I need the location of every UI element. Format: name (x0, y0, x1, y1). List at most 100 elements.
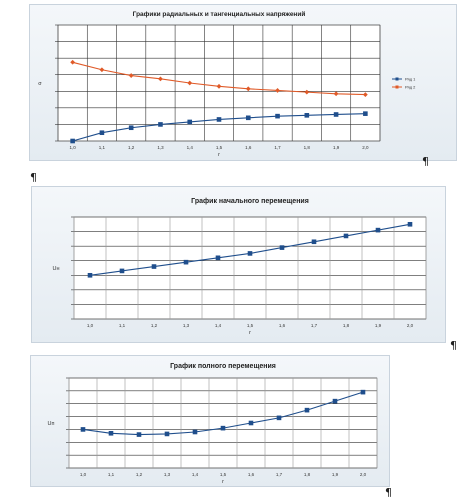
x-tick-label: 1,0 (87, 323, 94, 328)
legend-label: Ряд 1 (405, 77, 416, 82)
data-point (343, 233, 349, 239)
x-tick-label: 1,7 (274, 145, 281, 150)
x-tick-label: 1,8 (304, 472, 311, 477)
initial-displacement-chart: График начального перемещения 1,0 1,1 1,2 1,… (31, 186, 446, 343)
data-point (87, 272, 93, 278)
x-tick-label: 2,0 (407, 323, 414, 328)
x-tick-label: 2,0 (362, 145, 369, 150)
data-point (216, 83, 222, 89)
x-tick-label: 1,0 (70, 145, 77, 150)
x-tick-label: 1,5 (220, 472, 227, 477)
data-point (192, 429, 198, 435)
data-point (332, 398, 338, 404)
data-point (158, 122, 163, 127)
data-point (363, 111, 368, 116)
data-point (276, 415, 282, 421)
chart-title: График полного перемещения (170, 363, 276, 370)
pilcrow-mark: ¶ (422, 155, 429, 168)
chart-title: Графики радиальных и тангенциальных напр… (133, 10, 306, 18)
x-tick-label: 1,1 (119, 323, 126, 328)
data-point (187, 119, 193, 125)
data-point (80, 427, 86, 432)
x-tick-label: 1,3 (157, 145, 164, 150)
data-point (99, 130, 105, 136)
data-point (275, 113, 280, 119)
data-point (245, 86, 251, 92)
x-axis-label: r (249, 330, 251, 336)
x-tick-label: 1,9 (333, 145, 340, 150)
x-tick-label: 1,2 (136, 472, 143, 477)
x-tick-label: 1,0 (80, 472, 87, 477)
pilcrow-mark: ¶ (450, 339, 457, 352)
x-axis-label: r (218, 152, 220, 158)
data-point (151, 264, 157, 269)
legend-label: Ряд 2 (405, 85, 416, 90)
x-tick-label: 1,7 (276, 472, 283, 477)
legend-marker (395, 85, 399, 89)
x-tick-label: 1,5 (216, 145, 223, 150)
data-point (70, 59, 76, 65)
data-point (311, 239, 317, 245)
data-point (164, 431, 170, 437)
stress-chart-svg: Графики радиальных и тангенциальных напр… (38, 10, 416, 158)
plot-area (57, 24, 381, 142)
data-point (279, 245, 285, 250)
x-tick-label: 1,7 (311, 323, 318, 328)
data-point (247, 251, 253, 256)
legend-marker (395, 77, 399, 81)
pilcrow-mark: ¶ (385, 486, 392, 499)
x-tick-label: 1,6 (248, 472, 255, 477)
x-tick-label: 1,4 (215, 323, 222, 328)
data-point (304, 407, 310, 413)
x-tick-label: 1,5 (247, 323, 254, 328)
pilcrow-mark: ¶ (30, 171, 37, 184)
x-tick-label: 1,9 (375, 323, 382, 328)
data-point (407, 221, 413, 227)
data-point (245, 115, 251, 121)
y-axis-label: Uн (52, 266, 59, 272)
data-point (108, 430, 114, 436)
x-tick-label: 2,0 (360, 472, 367, 477)
data-point (70, 138, 75, 144)
total-displacement-chart: График полного перемещения 1,0 1,1 1,2 1,3 1,… (30, 355, 390, 487)
x-tick-label: 1,3 (183, 323, 190, 328)
data-point (128, 125, 134, 131)
data-point (119, 268, 125, 274)
y-axis-label: σ (38, 81, 42, 87)
data-point (333, 91, 339, 97)
y-axis-label: Uп (48, 421, 55, 427)
x-tick-label: 1,8 (343, 323, 350, 328)
data-point (99, 67, 105, 73)
x-tick-label: 1,2 (128, 145, 135, 150)
data-point (275, 88, 280, 93)
x-axis-label: r (222, 479, 224, 485)
initial-displacement-chart-svg: График начального перемещения 1,0 1,1 1,2 1,… (52, 198, 427, 336)
chart-title: График начального перемещения (191, 198, 309, 205)
data-point (187, 80, 193, 86)
data-point (158, 76, 163, 82)
x-tick-label: 1,6 (279, 323, 286, 328)
x-tick-label: 1,2 (151, 323, 158, 328)
x-tick-label: 1,8 (304, 145, 311, 150)
total-displacement-chart-svg: График полного перемещения 1,0 1,1 1,2 1,3 1,… (48, 363, 378, 485)
x-tick-label: 1,1 (99, 145, 106, 150)
x-tick-label: 1,9 (332, 472, 339, 477)
x-tick-label: 1,4 (187, 145, 194, 150)
data-point (362, 92, 368, 97)
x-tick-label: 1,4 (192, 472, 199, 477)
data-point (304, 113, 310, 118)
data-point (136, 432, 142, 437)
data-point (183, 259, 189, 265)
plot-area (73, 216, 427, 320)
x-tick-label: 1,3 (164, 472, 171, 477)
data-point (304, 89, 310, 95)
x-tick-label: 1,1 (108, 472, 115, 477)
x-tick-label: 1,6 (245, 145, 252, 150)
stress-chart: Графики радиальных и тангенциальных напр… (29, 4, 457, 161)
plot-area (68, 377, 378, 469)
data-point (375, 227, 381, 233)
data-point (220, 425, 226, 431)
data-point (216, 117, 222, 122)
data-point (128, 73, 134, 78)
data-point (215, 255, 221, 261)
